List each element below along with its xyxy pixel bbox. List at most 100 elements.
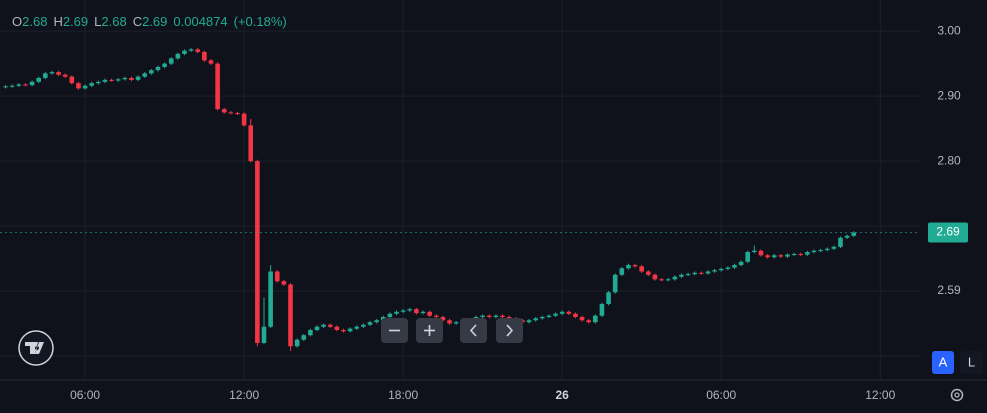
candle-body <box>486 315 492 317</box>
candle-body <box>122 77 128 80</box>
candle-body <box>771 255 777 258</box>
candle-body <box>102 79 108 82</box>
candle-body <box>168 58 174 64</box>
candle-body <box>831 246 837 249</box>
legend-key: H <box>53 14 63 29</box>
candle-body <box>652 274 658 280</box>
candle-body <box>281 281 287 285</box>
candle-body <box>659 279 664 281</box>
candle-body <box>162 63 167 67</box>
candle-body <box>539 316 545 319</box>
settings-button[interactable] <box>950 388 964 402</box>
candle-body <box>526 320 532 323</box>
auto-scale-button[interactable]: A <box>932 351 954 374</box>
candle-body <box>732 265 737 268</box>
candle-body <box>221 109 227 113</box>
y-tick-label: 3.00 <box>937 23 961 37</box>
candle-body <box>341 329 346 332</box>
x-tick-label: 18:00 <box>388 388 418 402</box>
candle-body <box>314 326 320 330</box>
candle-body <box>639 266 644 272</box>
x-tick-label: 06:00 <box>70 388 100 402</box>
candle-body <box>248 125 254 162</box>
candle-body <box>288 284 293 347</box>
candle-body <box>758 250 764 256</box>
candle-body <box>208 60 214 64</box>
candle-body <box>546 315 552 317</box>
scroll-right-button[interactable] <box>496 318 523 343</box>
legend-change-pct: (+0.18%) <box>233 14 287 29</box>
candle-body <box>672 276 678 280</box>
candle-body <box>354 326 360 329</box>
candle-body <box>49 72 55 74</box>
candle-body <box>387 313 393 317</box>
candle-body <box>407 309 413 311</box>
candle-body <box>334 326 340 330</box>
candle-body <box>745 252 751 262</box>
candle-body <box>725 267 731 269</box>
candle-body <box>69 76 75 84</box>
candle-body <box>606 292 611 304</box>
candle-body <box>738 261 744 266</box>
candle-body <box>599 304 605 316</box>
candle-body <box>109 79 114 81</box>
logo[interactable] <box>18 330 54 366</box>
zoom-out-button[interactable] <box>381 318 408 343</box>
candle-body <box>626 265 631 269</box>
last-price-label: 2.69 <box>936 225 960 239</box>
candle-body <box>579 316 585 321</box>
candle-body <box>712 270 717 272</box>
y-tick-label: 2.90 <box>937 88 961 102</box>
candle-body <box>805 252 810 255</box>
candle-body <box>215 63 220 110</box>
zoom-in-button[interactable] <box>416 318 443 343</box>
candle-body <box>308 329 313 336</box>
candle-body <box>9 85 15 87</box>
candle-body <box>142 73 148 77</box>
legend-key: C <box>132 14 143 29</box>
candle-body <box>440 316 446 321</box>
candle-body <box>82 85 88 89</box>
y-tick-label: 2.80 <box>937 153 961 167</box>
candle-body <box>394 311 399 314</box>
candle-body <box>155 66 161 71</box>
candle-body <box>16 84 22 86</box>
candle-body <box>96 81 101 84</box>
candle-body <box>818 250 823 252</box>
candle-body <box>374 320 379 323</box>
log-scale-button[interactable]: L <box>960 351 983 374</box>
candle-body <box>679 274 684 277</box>
candle-body <box>361 324 366 327</box>
candle-body <box>29 81 35 86</box>
candle-body <box>752 250 757 253</box>
candle-body <box>202 51 207 61</box>
candle-body <box>228 112 234 114</box>
scroll-left-button[interactable] <box>460 318 487 343</box>
candle-body <box>43 73 48 78</box>
candle-body <box>665 279 671 281</box>
candle-body <box>851 232 857 236</box>
legend-value: 2.68 <box>101 14 127 29</box>
candle-body <box>56 72 61 75</box>
candle-body <box>347 328 353 332</box>
candle-body <box>573 313 578 317</box>
candle-body <box>327 324 333 327</box>
candle-body <box>493 315 499 317</box>
candle-body <box>420 311 426 314</box>
candle-body <box>129 77 134 80</box>
candle-body <box>453 322 459 324</box>
candle-body <box>149 70 154 74</box>
candle-body <box>414 309 419 314</box>
y-tick-label: 2.59 <box>937 283 961 297</box>
candle-body <box>559 311 565 314</box>
x-tick-label: 06:00 <box>706 388 736 402</box>
candle-body <box>3 86 8 88</box>
last-price-badge <box>928 222 968 243</box>
candle-body <box>301 335 307 340</box>
candle-body <box>235 113 240 115</box>
candle-body <box>692 272 698 275</box>
x-tick-label: 12:00 <box>865 388 895 402</box>
candle-body <box>718 268 724 271</box>
candle-body <box>274 271 280 282</box>
